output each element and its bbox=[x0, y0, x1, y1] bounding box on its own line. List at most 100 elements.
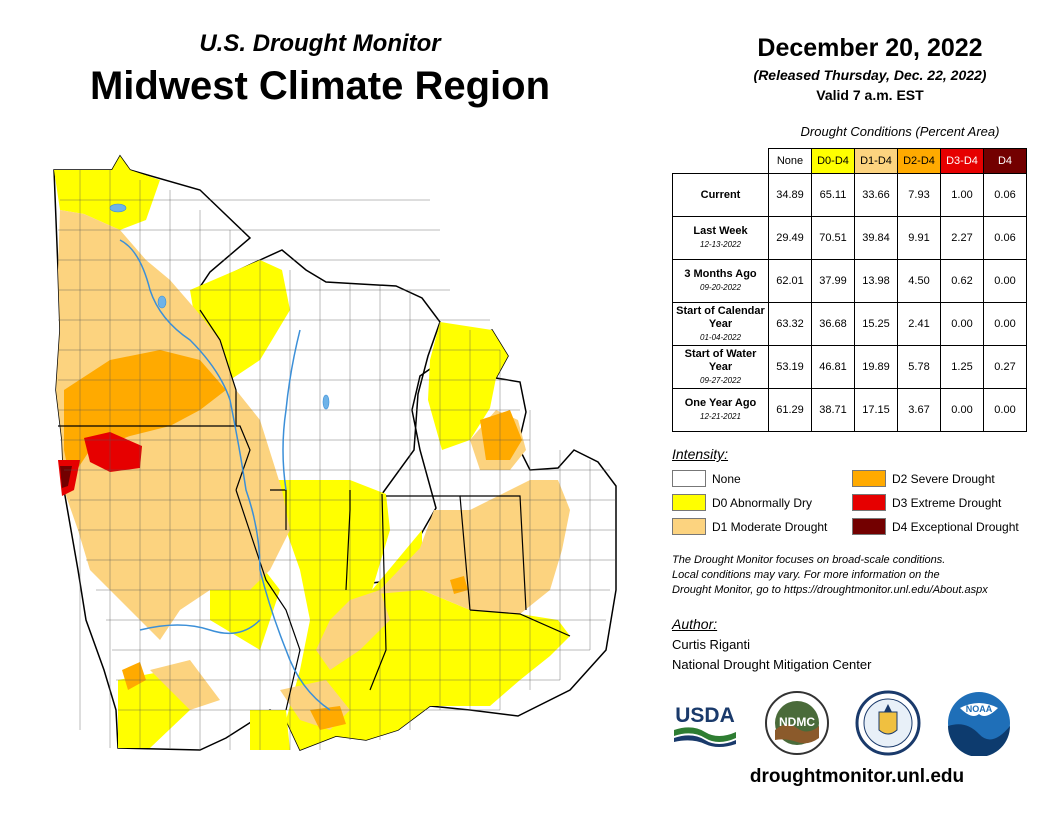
table-row: Last Week 12-13-2022 29.49 70.51 39.84 9.… bbox=[672, 216, 1027, 260]
row-label-text: Start of Water Year bbox=[684, 347, 757, 373]
row-label: Start of Water Year 09-27-2022 bbox=[672, 345, 769, 389]
cell-value: 5.78 bbox=[897, 345, 941, 389]
legend-swatch bbox=[852, 494, 886, 511]
author-name: Curtis Riganti bbox=[672, 637, 751, 652]
row-label-text: Current bbox=[700, 188, 741, 201]
usda-logo-text: USDA bbox=[675, 704, 735, 727]
row-label: One Year Ago 12-21-2021 bbox=[672, 388, 769, 432]
legend-label: None bbox=[712, 471, 741, 486]
legend-swatch bbox=[852, 470, 886, 487]
legend-label: D1 Moderate Drought bbox=[712, 519, 828, 534]
cell-value: 0.06 bbox=[983, 216, 1027, 260]
row-label: Start of Calendar Year 01-04-2022 bbox=[672, 302, 769, 346]
col-d0-d4: D0-D4 bbox=[811, 148, 855, 174]
cell-value: 4.50 bbox=[897, 259, 941, 303]
cell-value: 39.84 bbox=[854, 216, 898, 260]
cell-value: 70.51 bbox=[811, 216, 855, 260]
cell-value: 1.00 bbox=[940, 173, 984, 217]
cell-value: 9.91 bbox=[897, 216, 941, 260]
usda-logo: USDA bbox=[674, 704, 736, 747]
cell-value: 46.81 bbox=[811, 345, 855, 389]
cell-value: 0.27 bbox=[983, 345, 1027, 389]
county-grid bbox=[58, 170, 616, 750]
conditions-caption: Drought Conditions (Percent Area) bbox=[800, 124, 1000, 139]
row-label: Last Week 12-13-2022 bbox=[672, 216, 769, 260]
legend-item-d1: D1 Moderate Drought bbox=[672, 518, 827, 535]
row-date: 09-20-2022 bbox=[700, 283, 741, 292]
table-corner bbox=[672, 148, 769, 174]
map-title: Midwest Climate Region bbox=[89, 64, 551, 108]
drought-conditions-table: None D0-D4 D1-D4 D2-D4 D3-D4 D4 Current … bbox=[672, 148, 1027, 432]
col-d2-d4: D2-D4 bbox=[897, 148, 941, 174]
header-right: December 20, 2022 (Released Thursday, De… bbox=[700, 34, 1040, 103]
legend-item-d0: D0 Abnormally Dry bbox=[672, 494, 812, 511]
ndmc-logo-text: NDMC bbox=[779, 715, 815, 729]
cell-value: 61.29 bbox=[768, 388, 812, 432]
website-link[interactable]: droughtmonitor.unl.edu bbox=[749, 766, 965, 787]
cell-value: 0.62 bbox=[940, 259, 984, 303]
legend-swatch bbox=[672, 518, 706, 535]
legend-item-d4: D4 Exceptional Drought bbox=[852, 518, 1019, 535]
map-date: December 20, 2022 bbox=[757, 34, 983, 62]
release-date: (Released Thursday, Dec. 22, 2022) bbox=[753, 67, 987, 83]
cell-value: 2.27 bbox=[940, 216, 984, 260]
cell-value: 15.25 bbox=[854, 302, 898, 346]
legend-label: D0 Abnormally Dry bbox=[712, 495, 813, 510]
legend-label: D3 Extreme Drought bbox=[892, 495, 1002, 510]
note-line: Local conditions may vary. For more info… bbox=[672, 569, 940, 581]
cell-value: 33.66 bbox=[854, 173, 898, 217]
noaa-logo: NOAA bbox=[948, 692, 1010, 756]
row-label-text: Last Week bbox=[693, 225, 748, 237]
table-row: Start of Calendar Year 01-04-2022 63.32 3… bbox=[672, 302, 1027, 346]
map-subtitle: U.S. Drought Monitor bbox=[199, 30, 441, 57]
valid-time: Valid 7 a.m. EST bbox=[816, 87, 924, 103]
cell-value: 53.19 bbox=[768, 345, 812, 389]
intensity-title: Intensity: bbox=[672, 446, 729, 462]
cell-value: 37.99 bbox=[811, 259, 855, 303]
cell-value: 62.01 bbox=[768, 259, 812, 303]
cell-value: 34.89 bbox=[768, 173, 812, 217]
row-date: 09-27-2022 bbox=[700, 375, 741, 385]
legend-swatch bbox=[672, 494, 706, 511]
cell-value: 0.06 bbox=[983, 173, 1027, 217]
header-left: U.S. Drought Monitor Midwest Climate Reg… bbox=[40, 30, 600, 109]
doc-seal-logo bbox=[855, 690, 921, 756]
table-row: Current 34.89 65.11 33.66 7.93 1.00 0.06 bbox=[672, 173, 1027, 217]
legend-item-d3: D3 Extreme Drought bbox=[852, 494, 1001, 511]
cell-value: 0.00 bbox=[940, 388, 984, 432]
cell-value: 0.00 bbox=[983, 388, 1027, 432]
col-d4: D4 bbox=[983, 148, 1027, 174]
cell-value: 38.71 bbox=[811, 388, 855, 432]
legend-swatch bbox=[672, 470, 706, 487]
note-line: Drought Monitor, go to https://droughtmo… bbox=[672, 584, 988, 596]
cell-value: 36.68 bbox=[811, 302, 855, 346]
rivers bbox=[119, 239, 331, 711]
legend-swatch bbox=[852, 518, 886, 535]
table-row: 3 Months Ago 09-20-2022 62.01 37.99 13.98… bbox=[672, 259, 1027, 303]
row-date: 01-04-2022 bbox=[700, 332, 741, 342]
cell-value: 17.15 bbox=[854, 388, 898, 432]
row-label-text: 3 Months Ago bbox=[684, 268, 757, 280]
row-label-text: Start of Calendar Year bbox=[676, 304, 765, 330]
cell-value: 7.93 bbox=[897, 173, 941, 217]
legend-item-d2: D2 Severe Drought bbox=[852, 470, 995, 487]
lakes bbox=[109, 203, 330, 410]
note-line: The Drought Monitor focuses on broad-sca… bbox=[672, 554, 946, 566]
cell-value: 3.67 bbox=[897, 388, 941, 432]
table-header-row: None D0-D4 D1-D4 D2-D4 D3-D4 D4 bbox=[672, 148, 1027, 174]
legend-label: D4 Exceptional Drought bbox=[892, 519, 1019, 534]
d4-exceptional-drought bbox=[60, 466, 72, 488]
cell-value: 0.00 bbox=[983, 259, 1027, 303]
row-label: 3 Months Ago 09-20-2022 bbox=[672, 259, 769, 303]
note-text: The Drought Monitor focuses on broad-sca… bbox=[672, 553, 1042, 598]
col-d1-d4: D1-D4 bbox=[854, 148, 898, 174]
author-title: Author: bbox=[672, 616, 718, 632]
cell-value: 0.00 bbox=[940, 302, 984, 346]
ndmc-logo: NDMC bbox=[765, 691, 829, 755]
cell-value: 65.11 bbox=[811, 173, 855, 217]
row-date: 12-21-2021 bbox=[700, 412, 741, 421]
drought-map bbox=[53, 154, 617, 751]
row-label: Current bbox=[672, 173, 769, 217]
cell-value: 0.00 bbox=[983, 302, 1027, 346]
cell-value: 2.41 bbox=[897, 302, 941, 346]
